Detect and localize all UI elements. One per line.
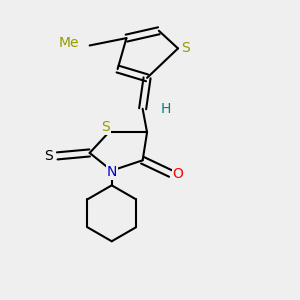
Text: S: S <box>181 41 190 56</box>
Text: O: O <box>172 167 183 181</box>
Text: S: S <box>101 120 110 134</box>
Text: H: H <box>161 102 171 116</box>
Text: Me: Me <box>59 35 79 50</box>
Text: N: N <box>106 165 117 179</box>
Text: S: S <box>44 149 53 163</box>
